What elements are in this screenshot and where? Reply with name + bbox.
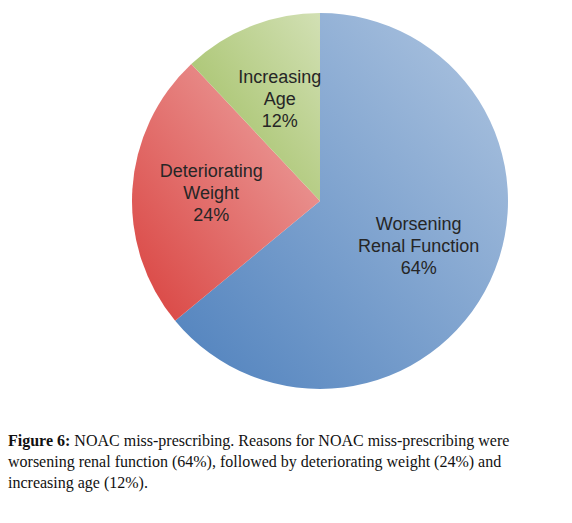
svg-text:IncreasingAge12%: IncreasingAge12% — [238, 66, 321, 130]
svg-text:WorseningRenal Function64%: WorseningRenal Function64% — [358, 214, 479, 278]
html-text:Figure 6: NOAC miss-prescribin: Figure 6: NOAC miss-prescribing. Reasons… — [8, 432, 510, 491]
svg-text:DeterioratingWeight24%: DeterioratingWeight24% — [160, 161, 263, 225]
